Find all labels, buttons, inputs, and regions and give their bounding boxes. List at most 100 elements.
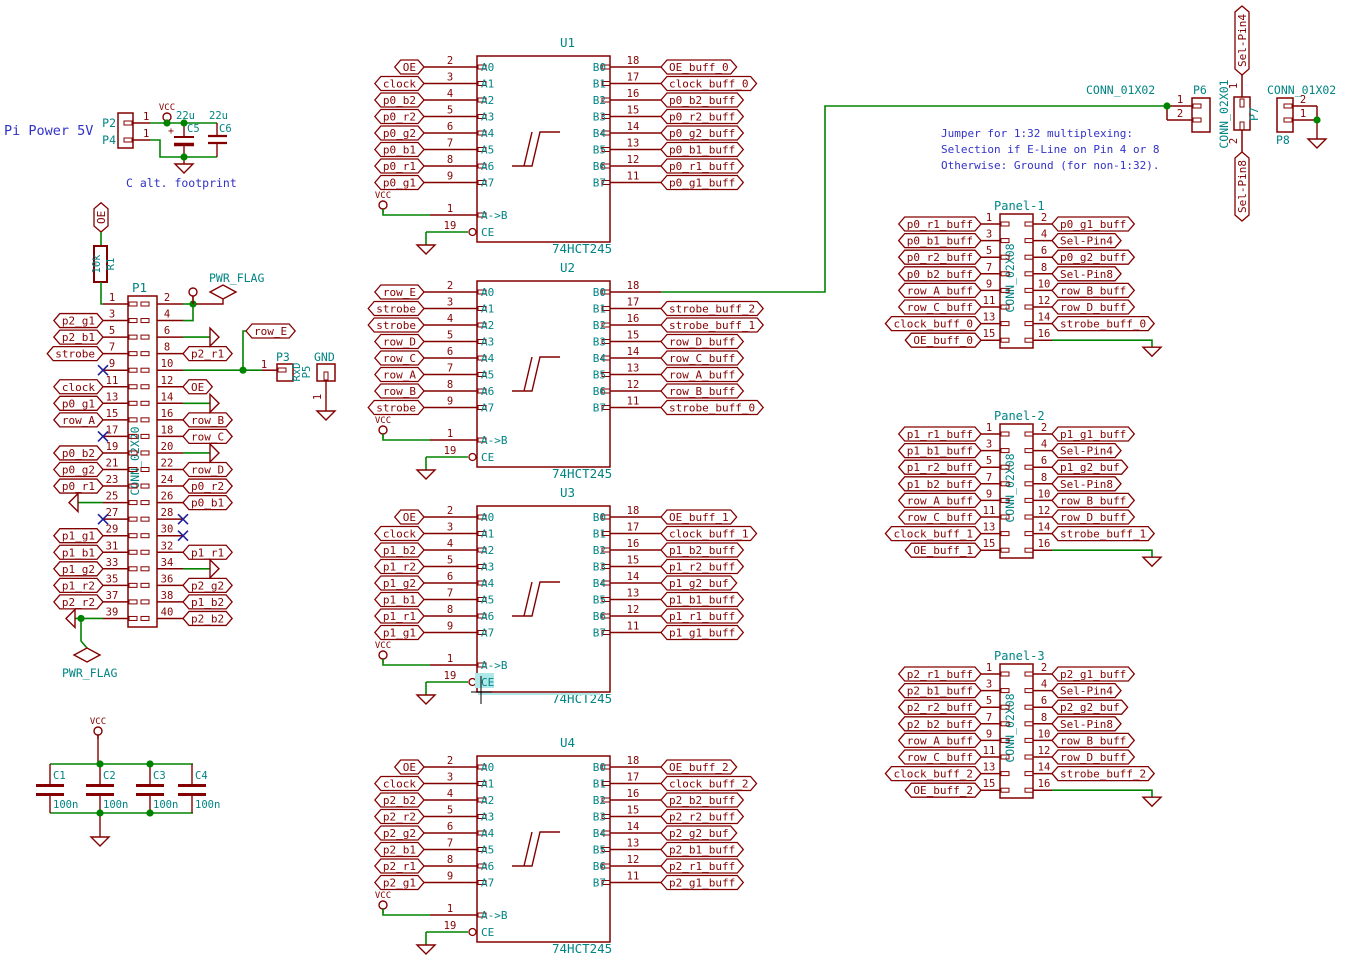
global-label-p2_r2[interactable]: p2_r2 (52, 594, 104, 610)
global-label-p0_r1[interactable]: p0_r1 (52, 478, 104, 494)
gnd-symbol[interactable] (209, 558, 220, 580)
global-label-p2_g1_buff[interactable]: p2_g1_buff (1051, 666, 1136, 682)
resistor-R1[interactable]: 10k R1 (91, 245, 117, 283)
global-label-clock_buff_1[interactable]: clock_buff_1 (884, 525, 982, 542)
global-label-Sel-Pin4[interactable]: Sel-Pin4 (1051, 682, 1122, 699)
global-label-row_D_buff[interactable]: row_D_buff (1051, 509, 1136, 525)
global-label-Sel-Pin4[interactable]: Sel-Pin4 (1234, 5, 1250, 76)
gnd-symbol[interactable] (68, 491, 79, 514)
global-label-strobe_buff_2[interactable]: strobe_buff_2 (660, 300, 765, 317)
global-label-OE[interactable]: OE (93, 201, 109, 233)
global-label-strobe_buff_1[interactable]: strobe_buff_1 (660, 317, 765, 333)
global-label-p0_g1[interactable]: p0_g1 (373, 174, 425, 191)
global-label-p1_r1_buff[interactable]: p1_r1_buff (660, 608, 745, 624)
global-label-row_C_buff[interactable]: row_C_buff (897, 299, 982, 315)
global-label-p0_b1_buff[interactable]: p0_b1_buff (897, 232, 982, 249)
global-label-p1_r2_buff[interactable]: p1_r2_buff (660, 558, 745, 575)
global-label-p0_b2[interactable]: p0_b2 (52, 445, 104, 461)
global-label-row_D[interactable]: row_D (182, 461, 234, 478)
global-label-p0_g1[interactable]: p0_g1 (52, 395, 104, 411)
global-label-p1_b2_buff[interactable]: p1_b2_buff (897, 476, 982, 492)
gnd-symbol[interactable] (1141, 346, 1163, 358)
global-label-strobe[interactable]: strobe (367, 317, 425, 333)
global-label-OE_buff_2[interactable]: OE_buff_2 (660, 759, 738, 775)
global-label-row_B_buff[interactable]: row_B_buff (660, 383, 745, 399)
global-label-p0_r1_buff[interactable]: p0_r1_buff (660, 158, 745, 174)
global-label-strobe[interactable]: strobe (367, 300, 425, 317)
global-label-row_D_buff[interactable]: row_D_buff (660, 333, 745, 350)
global-label-p0_g1_buff[interactable]: p0_g1_buff (660, 174, 745, 191)
global-label-p1_g1[interactable]: p1_g1 (373, 624, 425, 641)
global-label-OE[interactable]: OE (182, 379, 214, 395)
global-label-strobe[interactable]: strobe (46, 345, 104, 362)
global-label-clock[interactable]: clock (373, 775, 425, 792)
global-label-p0_g2[interactable]: p0_g2 (373, 125, 425, 141)
global-label-p2_b2_buff[interactable]: p2_b2_buff (897, 716, 982, 732)
gnd-symbol[interactable] (209, 392, 220, 414)
global-label-p0_r1_buff[interactable]: p0_r1_buff (897, 216, 982, 232)
gnd-symbol[interactable] (415, 469, 437, 480)
global-label-strobe_buff_0[interactable]: strobe_buff_0 (1051, 315, 1156, 332)
global-label-p1_g1_buff[interactable]: p1_g1_buff (660, 624, 745, 641)
global-label-p1_r2[interactable]: p1_r2 (373, 558, 425, 575)
global-label-clock[interactable]: clock (373, 525, 425, 542)
global-label-row_E[interactable]: row_E (245, 323, 297, 339)
global-label-p1_b2[interactable]: p1_b2 (182, 594, 234, 610)
global-label-p2_g2_buf[interactable]: p2_g2_buf (1051, 699, 1129, 715)
global-label-p2_r1_buff[interactable]: p2_r1_buff (660, 858, 745, 874)
capacitor-C2[interactable]: C2 100n (86, 764, 128, 813)
global-label-p0_g2[interactable]: p0_g2 (52, 461, 104, 478)
global-label-p0_r2_buff[interactable]: p0_r2_buff (660, 108, 745, 125)
global-label-strobe_buff_1[interactable]: strobe_buff_1 (1051, 525, 1156, 542)
connector-P1[interactable]: P1CONN_02X201357911131517192123252729313… (103, 280, 183, 628)
global-label-p0_r2[interactable]: p0_r2 (182, 478, 234, 494)
global-label-p1_b1_buff[interactable]: p1_b1_buff (660, 591, 745, 608)
capacitor-C3[interactable]: C3 100n (136, 764, 178, 813)
global-label-p2_g2[interactable]: p2_g2 (373, 825, 425, 841)
global-label-p1_r1[interactable]: p1_r1 (182, 544, 234, 560)
global-label-p0_r1[interactable]: p0_r1 (373, 158, 425, 174)
global-label-p2_r1_buff[interactable]: p2_r1_buff (897, 666, 982, 682)
connector-P2-P4[interactable]: P2 P4 1 1 (102, 111, 149, 149)
global-label-OE_buff_1[interactable]: OE_buff_1 (660, 509, 738, 525)
capacitor-C4[interactable]: C4 100n (178, 764, 220, 813)
global-label-p2_b1_buff[interactable]: p2_b1_buff (660, 841, 745, 858)
global-label-Sel-Pin8[interactable]: Sel-Pin8 (1051, 266, 1122, 282)
global-label-p0_b2_buff[interactable]: p0_b2_buff (660, 92, 745, 108)
global-label-row_D_buff[interactable]: row_D_buff (1051, 299, 1136, 315)
global-label-row_D_buff[interactable]: row_D_buff (1051, 749, 1136, 765)
global-label-p2_g1[interactable]: p2_g1 (52, 312, 104, 329)
global-label-p1_b1[interactable]: p1_b1 (52, 544, 104, 560)
global-label-row_B_buff[interactable]: row_B_buff (1051, 732, 1136, 749)
global-label-p2_g2_buf[interactable]: p2_g2_buf (660, 825, 738, 841)
pwr-flag-top[interactable]: PWR_FLAG (196, 271, 264, 305)
global-label-p1_g2[interactable]: p1_g2 (373, 575, 425, 591)
global-label-OE_buff_2[interactable]: OE_buff_2 (904, 782, 982, 798)
global-label-clock_buff_1[interactable]: clock_buff_1 (660, 525, 758, 542)
global-label-p2_b1_buff[interactable]: p2_b1_buff (897, 682, 982, 699)
global-label-row_B[interactable]: row_B (373, 383, 425, 399)
connector-GND-plug[interactable]: GND 1 (312, 350, 337, 421)
global-label-row_A_buff[interactable]: row_A_buff (897, 492, 982, 509)
global-label-Sel-Pin8[interactable]: Sel-Pin8 (1051, 476, 1122, 492)
global-label-p0_g2_buff[interactable]: p0_g2_buff (1051, 249, 1136, 265)
global-label-strobe_buff_0[interactable]: strobe_buff_0 (660, 399, 765, 416)
global-label-row_B_buff[interactable]: row_B_buff (1051, 492, 1136, 509)
gnd-symbol[interactable] (65, 607, 76, 630)
global-label-p2_b2_buff[interactable]: p2_b2_buff (660, 792, 745, 808)
global-label-p0_b2_buff[interactable]: p0_b2_buff (897, 266, 982, 282)
capacitor-C1[interactable]: C1 100n (36, 764, 78, 813)
gnd-symbol[interactable] (209, 442, 220, 464)
global-label-p1_r1_buff[interactable]: p1_r1_buff (897, 426, 982, 442)
global-label-row_A_buff[interactable]: row_A_buff (897, 732, 982, 749)
global-label-row_D[interactable]: row_D (373, 333, 425, 350)
gnd-symbol[interactable] (415, 694, 437, 705)
global-label-p0_g1_buff[interactable]: p0_g1_buff (1051, 216, 1136, 232)
gnd-symbol[interactable] (1141, 796, 1163, 808)
